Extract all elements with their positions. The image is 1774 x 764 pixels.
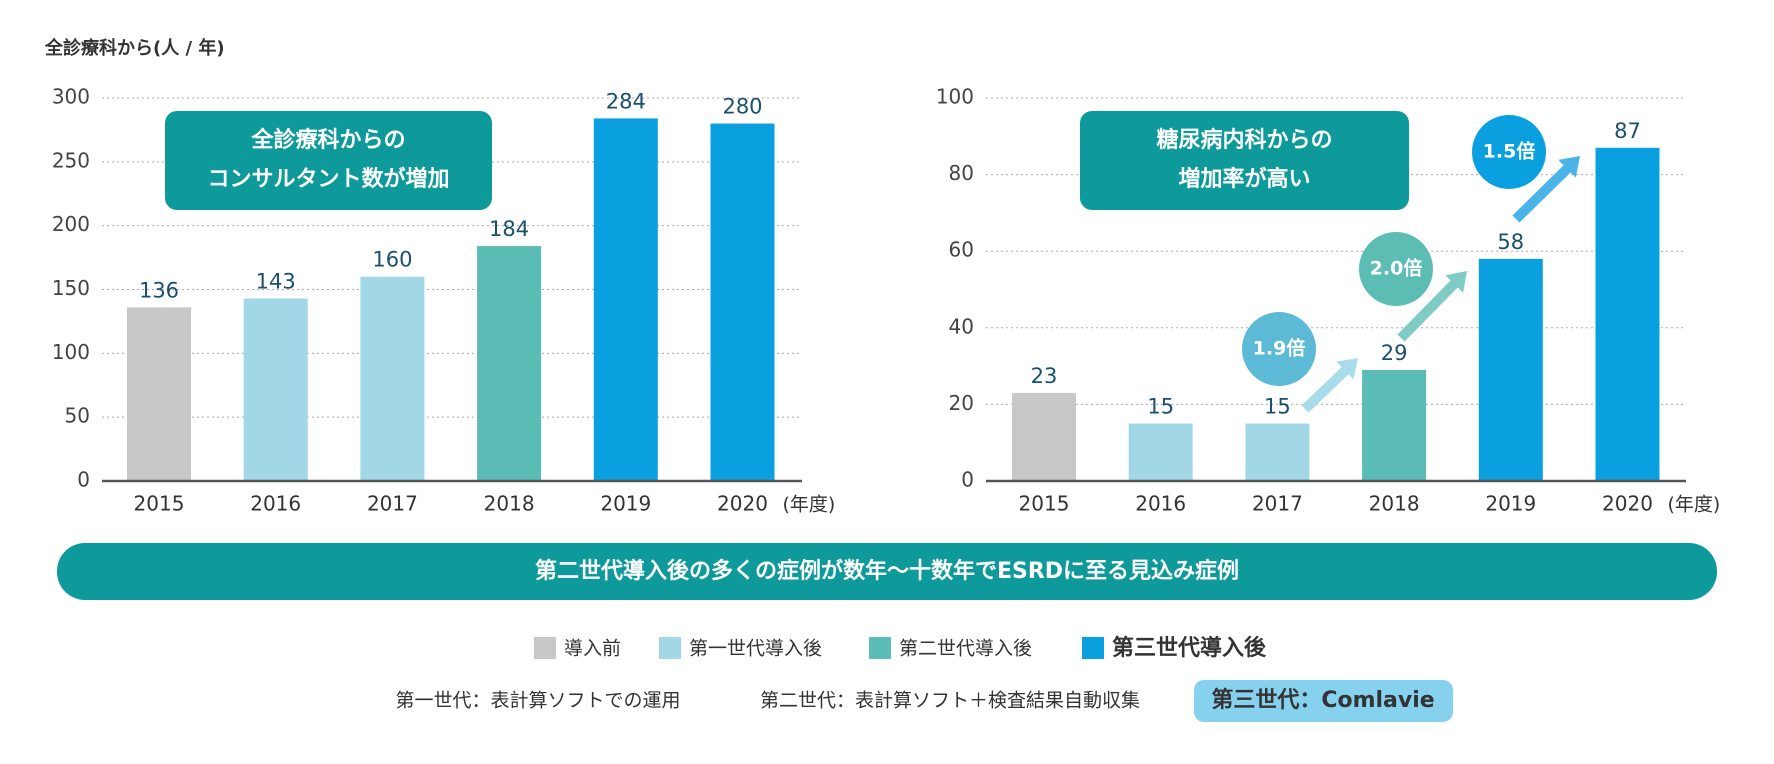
value-label: 160 [372, 248, 412, 272]
bar [1245, 423, 1310, 481]
y-axis-title: 全診療科から(人 / 年) [44, 37, 225, 59]
growth-badge [1242, 312, 1316, 386]
x-tick-label: 2016 [1135, 492, 1186, 516]
bar [243, 298, 308, 481]
y-tick-label: 100 [936, 85, 974, 109]
bar [1595, 147, 1660, 482]
y-tick-label: 20 [949, 391, 974, 415]
y-tick-label: 100 [52, 340, 90, 364]
value-label: 284 [606, 89, 646, 113]
banner: 第二世代導入後の多くの症例が数年〜十数年でESRDに至る見込み症例 [535, 558, 1239, 584]
annotation: 糖尿病内科からの [1156, 127, 1332, 153]
legend-label: 第三世代導入後 [1112, 635, 1267, 661]
y-tick-label: 80 [949, 161, 974, 185]
bar [1128, 423, 1193, 481]
growth-badge [1359, 232, 1433, 306]
value-label: 87 [1614, 119, 1641, 143]
bar [1012, 392, 1076, 481]
x-tick-label: 2017 [367, 492, 418, 516]
bar [1362, 369, 1427, 481]
x-tick-label: 2020 [1602, 492, 1653, 516]
legend-label: 第二世代導入後 [899, 638, 1032, 660]
legend-swatch [1082, 637, 1104, 659]
x-tick-label: 2018 [1369, 492, 1420, 516]
growth-arrowhead [1558, 156, 1580, 178]
growth-arrowhead [1445, 271, 1467, 293]
note: 第三世代：Comlavie [1211, 687, 1434, 713]
annotation: コンサルタント数が増加 [207, 166, 449, 192]
value-label: 23 [1031, 364, 1058, 388]
x-tick-label: 2017 [1252, 492, 1303, 516]
x-tick-label: 2015 [1019, 492, 1070, 516]
value-label: 143 [256, 269, 296, 293]
y-tick-label: 150 [52, 276, 90, 300]
growth-label: 1.9倍 [1253, 337, 1306, 360]
value-label: 29 [1381, 341, 1408, 365]
y-tick-label: 0 [77, 468, 90, 492]
growth-label: 2.0倍 [1370, 257, 1423, 280]
y-tick-label: 200 [52, 212, 90, 236]
note: 第二世代：表計算ソフト＋検査結果自動収集 [760, 690, 1140, 712]
growth-arrow [1512, 162, 1574, 223]
x-tick-label: 2015 [134, 492, 185, 516]
note-highlight [1194, 680, 1453, 722]
value-label: 15 [1264, 395, 1291, 419]
legend-swatch [869, 637, 891, 659]
x-axis-title: (年度) [1668, 494, 1721, 516]
legend-label: 導入前 [564, 638, 621, 660]
bar [360, 276, 425, 481]
value-label: 58 [1497, 230, 1524, 254]
bar [127, 307, 191, 481]
growth-arrowhead [1336, 358, 1358, 380]
value-label: 15 [1147, 395, 1174, 419]
annotation: 増加率が高い [1178, 166, 1310, 192]
banner-bg [57, 543, 1717, 600]
legend-label: 第一世代導入後 [689, 638, 822, 660]
bar [1478, 258, 1543, 481]
x-tick-label: 2019 [1485, 492, 1536, 516]
legend-swatch [659, 637, 681, 659]
y-tick-label: 300 [52, 85, 90, 109]
growth-arrow [1301, 364, 1352, 413]
growth-arrow [1397, 277, 1461, 342]
x-tick-label: 2016 [250, 492, 301, 516]
y-tick-label: 50 [65, 404, 90, 428]
x-tick-label: 2019 [600, 492, 651, 516]
x-axis-title: (年度) [783, 494, 836, 516]
annotation: 全診療科からの [250, 127, 405, 153]
y-tick-label: 250 [52, 148, 90, 172]
annotation-box [1080, 111, 1409, 210]
y-tick-label: 40 [949, 314, 974, 338]
bar [477, 246, 542, 481]
bar [710, 123, 775, 482]
growth-badge [1472, 115, 1546, 189]
annotation-box [165, 111, 492, 210]
x-tick-label: 2018 [484, 492, 535, 516]
legend-swatch [534, 637, 556, 659]
x-tick-label: 2020 [717, 492, 768, 516]
value-label: 184 [489, 217, 529, 241]
y-tick-label: 60 [949, 238, 974, 262]
growth-label: 1.5倍 [1483, 140, 1536, 163]
bar [593, 118, 658, 481]
value-label: 280 [722, 95, 762, 119]
value-label: 136 [139, 278, 179, 302]
y-tick-label: 0 [961, 468, 974, 492]
note: 第一世代：表計算ソフトでの運用 [395, 690, 680, 712]
